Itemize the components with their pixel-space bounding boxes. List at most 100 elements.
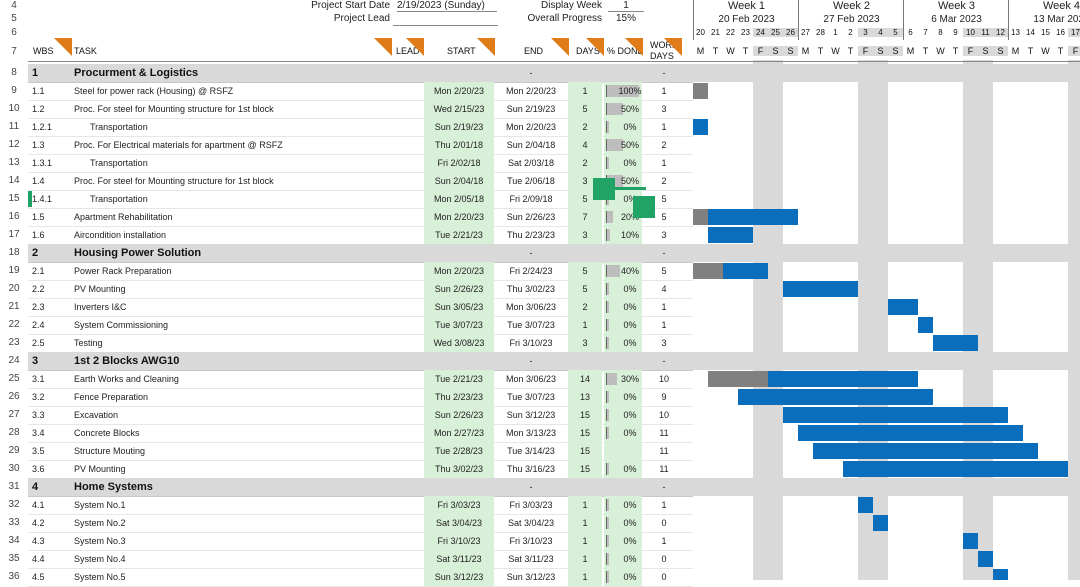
pct-done-cell[interactable]: 0% <box>604 334 642 352</box>
task-row[interactable]: 1.5 Apartment Rehabilitation Mon 2/20/23 Su… <box>28 208 693 227</box>
task-row[interactable]: 1.3 Proc. For Electrical materials for ap… <box>28 136 693 155</box>
start-date-cell[interactable]: Mon 2/20/23 <box>424 82 494 100</box>
start-date-cell[interactable]: Sun 3/05/23 <box>424 298 494 316</box>
section-row[interactable]: 4 Home Systems - - <box>28 478 693 497</box>
gantt-bar-remaining[interactable] <box>693 119 708 135</box>
task-cell[interactable]: Housing Power Solution <box>74 247 202 259</box>
task-row[interactable]: 2.2 PV Mounting Sun 2/26/23 Thu 3/02/23 5 0% 4 <box>28 280 693 299</box>
days-cell[interactable]: 1 <box>568 550 602 568</box>
start-date-cell[interactable] <box>424 478 494 496</box>
work-days-cell[interactable]: 10 <box>658 410 669 420</box>
days-cell[interactable]: 2 <box>568 118 602 136</box>
overall-progress-value[interactable]: 15% <box>615 13 636 24</box>
start-date-cell[interactable]: Mon 2/20/23 <box>424 208 494 226</box>
pct-done-cell[interactable]: 0% <box>604 514 642 532</box>
gantt-bar-remaining[interactable] <box>918 317 933 333</box>
task-cell[interactable]: Proc. For Electrical materials for apart… <box>74 140 283 150</box>
row-number[interactable]: 20 <box>8 283 20 294</box>
work-days-cell[interactable]: 0 <box>661 572 667 582</box>
end-date-cell[interactable]: Tue 2/06/18 <box>507 176 555 186</box>
task-cell[interactable]: System No.4 <box>74 554 126 564</box>
end-date-cell[interactable]: Thu 3/16/23 <box>506 464 556 474</box>
days-cell[interactable] <box>568 352 602 370</box>
work-days-cell[interactable]: - <box>662 356 666 366</box>
start-date-cell[interactable]: Sat 3/11/23 <box>424 550 494 568</box>
days-cell[interactable]: 3 <box>568 226 602 244</box>
work-days-cell[interactable]: 11 <box>659 428 669 438</box>
work-days-cell[interactable]: 2 <box>661 176 667 186</box>
task-cell[interactable]: Transportation <box>90 194 148 204</box>
row-number[interactable]: 29 <box>8 445 20 456</box>
pct-done-cell[interactable]: 0% <box>604 550 642 568</box>
task-cell[interactable]: System No.3 <box>74 536 126 546</box>
task-row[interactable]: 4.5 System No.5 Sun 3/12/23 Sun 3/12/23 1 0% 0 <box>28 568 693 587</box>
row-number[interactable]: 33 <box>8 517 20 528</box>
work-days-cell[interactable]: 0 <box>661 554 667 564</box>
days-cell[interactable]: 1 <box>568 532 602 550</box>
lead-cell[interactable] <box>390 136 422 154</box>
pct-done-cell[interactable]: 0% <box>604 280 642 298</box>
task-row[interactable]: 3.2 Fence Preparation Thu 2/23/23 Tue 3/07/… <box>28 388 693 407</box>
wbs-cell[interactable]: 3.5 <box>32 446 45 456</box>
end-date-cell[interactable]: Mon 3/13/23 <box>505 428 557 438</box>
wbs-cell[interactable]: 1.1 <box>32 86 45 96</box>
days-cell[interactable]: 2 <box>568 154 602 172</box>
lead-cell[interactable] <box>390 352 422 370</box>
days-cell[interactable] <box>568 64 602 82</box>
pct-done-cell[interactable]: 0% <box>604 424 642 442</box>
lead-cell[interactable] <box>390 226 422 244</box>
days-cell[interactable]: 3 <box>568 334 602 352</box>
row-number[interactable]: 25 <box>8 373 20 384</box>
wbs-cell[interactable]: 1.2 <box>32 104 45 114</box>
start-date-cell[interactable]: Thu 2/01/18 <box>424 136 494 154</box>
end-date-cell[interactable]: Mon 2/20/23 <box>505 86 557 96</box>
work-days-cell[interactable]: 5 <box>661 266 667 276</box>
wbs-cell[interactable]: 1.6 <box>32 230 45 240</box>
task-cell[interactable]: Proc. For steel for Mounting structure f… <box>74 104 274 114</box>
start-date-cell[interactable] <box>424 64 494 82</box>
days-cell[interactable]: 15 <box>568 424 602 442</box>
days-cell[interactable]: 1 <box>568 82 602 100</box>
start-date-cell[interactable]: Sun 2/19/23 <box>424 118 494 136</box>
end-date-cell[interactable]: Thu 2/23/23 <box>506 230 556 240</box>
days-cell[interactable]: 15 <box>568 406 602 424</box>
days-cell[interactable]: 1 <box>568 496 602 514</box>
task-cell[interactable]: System No.2 <box>74 518 126 528</box>
start-date-cell[interactable]: Fri 3/10/23 <box>424 532 494 550</box>
pct-done-cell[interactable] <box>604 352 642 370</box>
col-header-pct-done[interactable]: % DONE <box>607 46 641 66</box>
work-days-cell[interactable]: 2 <box>661 140 667 150</box>
days-cell[interactable]: 2 <box>568 298 602 316</box>
days-cell[interactable]: 15 <box>568 442 602 460</box>
start-date-cell[interactable]: Sun 2/26/23 <box>424 406 494 424</box>
start-date-cell[interactable]: Wed 3/08/23 <box>424 334 494 352</box>
wbs-cell[interactable]: 2.1 <box>32 266 45 276</box>
days-cell[interactable] <box>568 244 602 262</box>
task-row[interactable]: 1.4 Proc. For steel for Mounting structur… <box>28 172 693 191</box>
wbs-cell[interactable]: 1.3 <box>32 140 45 150</box>
wbs-cell[interactable]: 1.2.1 <box>32 122 53 132</box>
pct-done-cell[interactable]: 100% <box>604 82 642 100</box>
end-date-cell[interactable]: Sun 2/04/18 <box>506 140 556 150</box>
start-date-cell[interactable]: Tue 2/21/23 <box>424 226 494 244</box>
work-days-cell[interactable]: 11 <box>659 446 669 456</box>
lead-cell[interactable] <box>390 82 422 100</box>
task-row[interactable]: 2.4 System Commissioning Tue 3/07/23 Tue 3/… <box>28 316 693 335</box>
row-number[interactable]: 18 <box>8 247 20 258</box>
work-days-cell[interactable]: 11 <box>659 464 669 474</box>
task-cell[interactable]: System Commissioning <box>74 320 169 330</box>
task-cell[interactable]: Apartment Rehabilitation <box>74 212 173 222</box>
lead-cell[interactable] <box>390 334 422 352</box>
task-cell[interactable]: Steel for power rack (Housing) @ RSFZ <box>74 86 234 96</box>
wbs-cell[interactable]: 3.2 <box>32 392 45 402</box>
gantt-bar-remaining[interactable] <box>843 461 1068 477</box>
row-number[interactable]: 26 <box>8 391 20 402</box>
row-number[interactable]: 36 <box>8 571 20 582</box>
end-date-cell[interactable]: Sat 3/04/23 <box>507 518 555 528</box>
start-date-cell[interactable]: Thu 2/23/23 <box>424 388 494 406</box>
task-row[interactable]: 2.5 Testing Wed 3/08/23 Fri 3/10/23 3 0% 3 <box>28 334 693 353</box>
task-cell[interactable]: System No.1 <box>74 500 126 510</box>
work-days-cell[interactable]: - <box>662 482 666 492</box>
project-lead-value[interactable] <box>393 13 498 26</box>
col-header-end[interactable]: END <box>524 46 554 66</box>
